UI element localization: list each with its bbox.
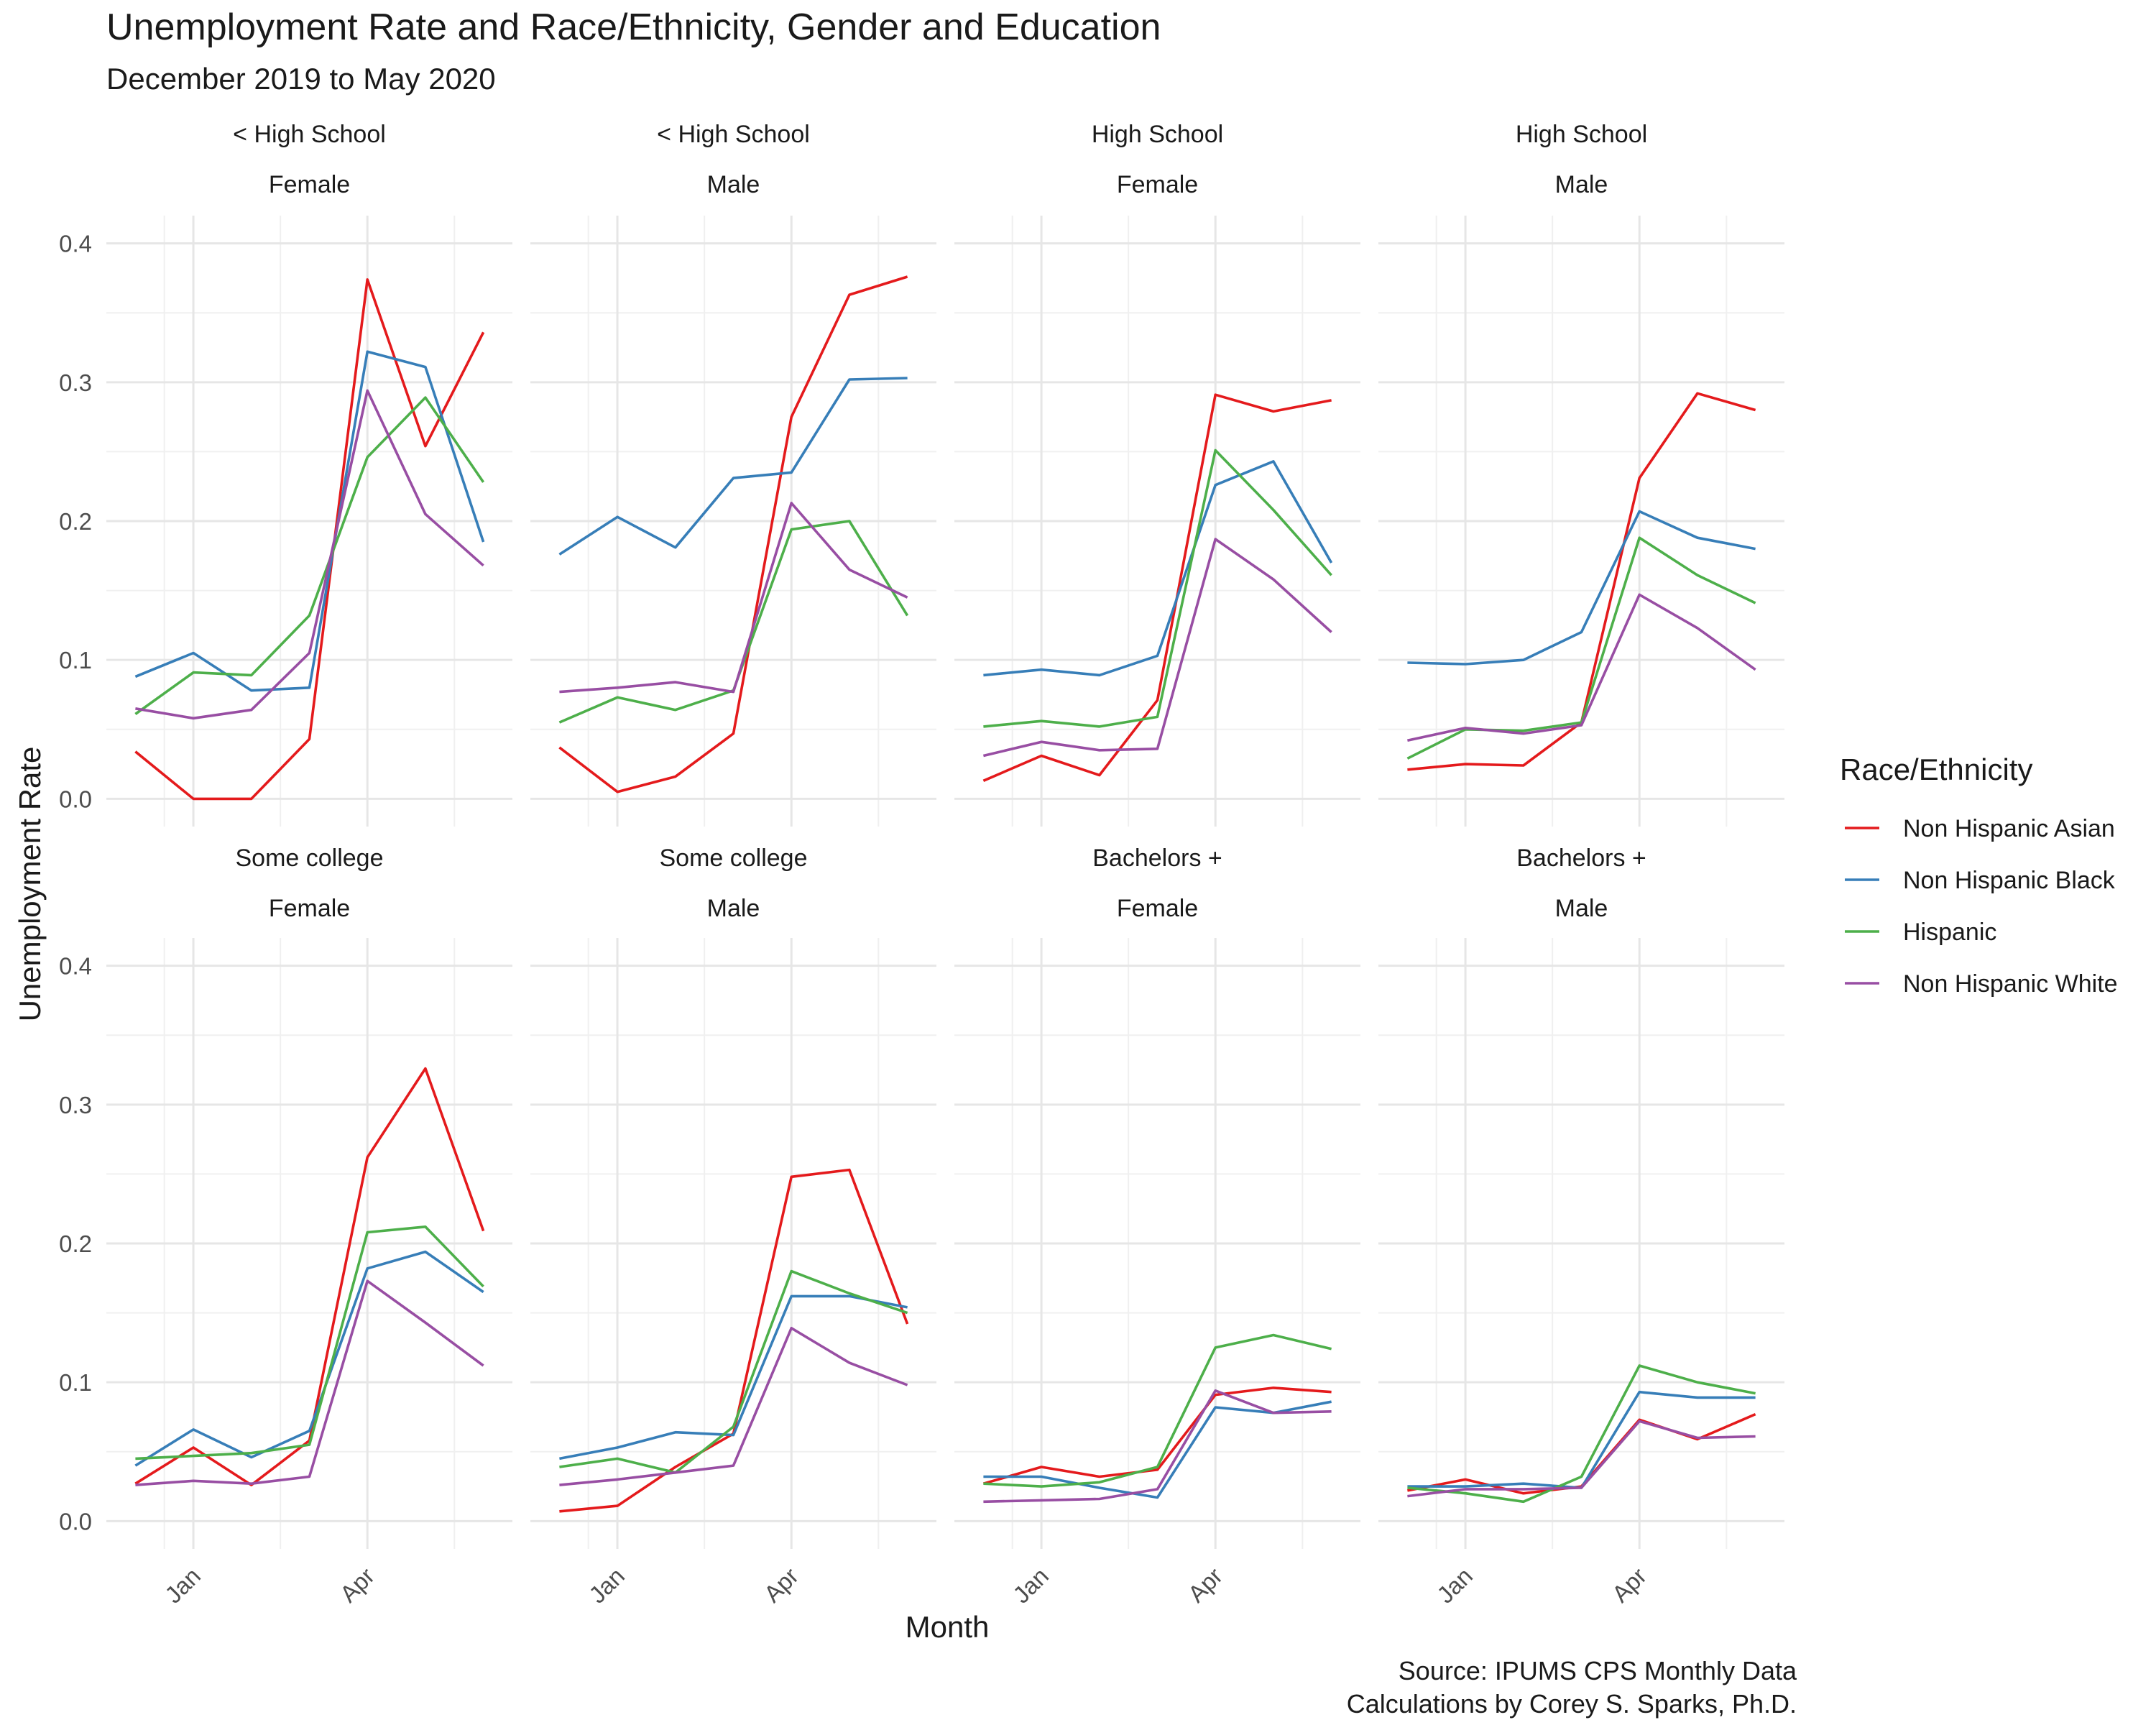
series-line-hispanic [135,1225,484,1460]
facet-strip-gender: Male [707,895,760,922]
facet-strip-education: < High School [233,121,386,148]
y-tick-label: 0.1 [59,647,92,673]
facet-strip-education: Some college [659,845,807,872]
caption-source: Source: IPUMS CPS Monthly Data [1398,1656,1797,1685]
series-line-non-hispanic-black [134,1250,484,1467]
series-line-non-hispanic-black [134,350,485,692]
y-tick-label: 0.3 [59,1092,92,1118]
y-tick-label: 0.3 [59,369,92,396]
series-line-non-hispanic-black [1407,510,1756,666]
series-line-hispanic [983,448,1332,728]
legend-title: Race/Ethnicity [1840,753,2032,786]
series-line-hispanic [983,1333,1332,1488]
chart-caption: Source: IPUMS CPS Monthly Data Calculati… [1347,1655,1797,1721]
series-line-hispanic [559,1269,908,1474]
facet-strip-gender: Female [1117,895,1198,922]
series-line-non-hispanic-black [559,1294,908,1460]
facet-strip-education: Bachelors + [1092,845,1222,872]
series-line-non-hispanic-white [135,1279,484,1486]
x-tick-label: Apr [1607,1563,1651,1607]
series-line-hispanic [134,396,485,715]
legend-label: Non Hispanic Asian [1903,815,2115,842]
x-tick-label: Jan [160,1563,206,1609]
series-line-non-hispanic-asian [982,1386,1332,1485]
series-line-non-hispanic-asian [134,278,485,801]
legend-label: Hispanic [1903,919,1996,946]
series-line-non-hispanic-asian [982,393,1332,782]
x-tick-label: Apr [335,1563,379,1607]
series-line-non-hispanic-asian [558,275,908,794]
facet-strip-gender: Male [1555,895,1608,922]
x-axis-title: Month [906,1610,990,1644]
chart-title: Unemployment Rate and Race/Ethnicity, Ge… [106,6,1161,48]
y-tick-label: 0.2 [59,1230,92,1257]
series-line-hispanic [1407,1364,1756,1504]
legend-label: Non Hispanic Black [1903,867,2116,894]
y-tick-label: 0.4 [59,953,92,980]
x-tick-label: Jan [1008,1563,1054,1609]
series-line-non-hispanic-black [558,377,908,556]
series-line-non-hispanic-asian [134,1067,485,1486]
facet-strip-gender: Male [707,171,760,198]
facet-strip-education: High School [1092,121,1223,148]
series-line-non-hispanic-black [983,460,1333,677]
x-tick-label: Jan [1432,1563,1478,1609]
series-line-non-hispanic-white [982,538,1332,758]
series-line-non-hispanic-white [1407,593,1756,742]
facet-strip-gender: Female [269,895,350,922]
series-line-non-hispanic-white [1407,1420,1756,1498]
x-tick-label: Apr [759,1563,803,1607]
caption-credit: Calculations by Corey S. Sparks, Ph.D. [1346,1689,1797,1719]
y-tick-label: 0.1 [59,1369,92,1396]
series-line-non-hispanic-white [559,1327,908,1486]
y-tick-label: 0.4 [59,231,92,257]
facet-strip-education: Some college [235,845,383,872]
y-tick-label: 0.0 [59,1508,92,1535]
series-line-non-hispanic-white [983,1389,1332,1504]
facet-strip-gender: Female [1117,171,1198,198]
y-axis-title: Unemployment Rate [13,747,47,1022]
series-line-non-hispanic-white [135,389,484,720]
legend-label: Non Hispanic White [1903,970,2118,998]
facet-strip-gender: Male [1555,171,1608,198]
facet-strip-education: High School [1516,121,1647,148]
chart-subtitle: December 2019 to May 2020 [106,62,496,96]
y-tick-label: 0.2 [59,508,92,535]
facet-strip-education: Bachelors + [1516,845,1646,872]
x-tick-label: Jan [584,1563,630,1609]
series-line-non-hispanic-white [559,502,908,694]
series-line-non-hispanic-asian [1407,1412,1756,1495]
y-tick-label: 0.0 [59,786,92,812]
facet-strip-gender: Female [269,171,350,198]
series-line-non-hispanic-black [983,1400,1332,1499]
series-line-non-hispanic-black [1407,1390,1756,1489]
x-tick-label: Apr [1183,1563,1227,1607]
facet-strip-education: < High School [657,121,810,148]
series-line-non-hispanic-asian [1407,392,1756,771]
